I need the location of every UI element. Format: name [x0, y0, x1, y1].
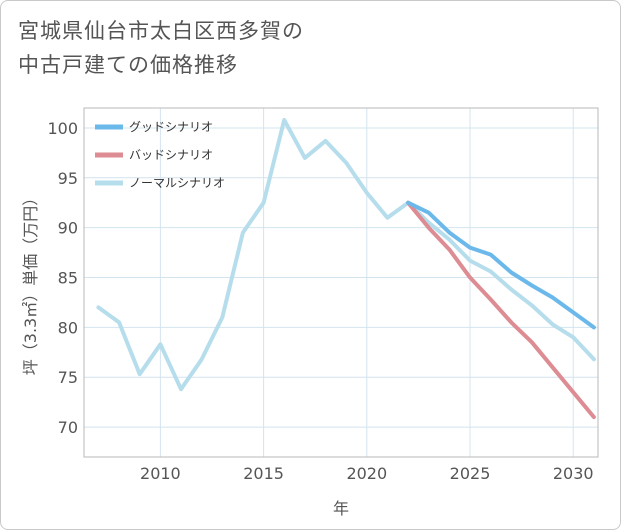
- legend-label: バッドシナリオ: [129, 148, 213, 162]
- x-tick-label: 2030: [553, 464, 594, 483]
- y-tick-label: 70: [58, 418, 78, 437]
- plot-area: [83, 107, 599, 458]
- y-tick-label: 85: [58, 269, 78, 288]
- chart-title: 宮城県仙台市太白区西多賀の 中古戸建ての価格推移: [18, 14, 304, 82]
- title-line-2: 中古戸建ての価格推移: [18, 53, 238, 77]
- legend-label: グッドシナリオ: [129, 120, 213, 134]
- y-axis-label: 坪（3.3㎡）単価（万円）: [21, 190, 40, 375]
- grid-lines: [84, 108, 598, 457]
- series-line-2: [96, 118, 596, 392]
- series-line-0: [406, 200, 596, 330]
- x-tick-label: 2025: [450, 464, 491, 483]
- series-line-1: [406, 200, 596, 420]
- y-tick-label: 95: [58, 169, 78, 188]
- y-tick-label: 90: [58, 219, 78, 238]
- title-line-1: 宮城県仙台市太白区西多賀の: [18, 19, 304, 43]
- y-tick-label: 100: [47, 119, 78, 138]
- y-tick-label: 75: [58, 368, 78, 387]
- legend-label: ノーマルシナリオ: [129, 176, 225, 190]
- tick-labels: 70 75 80 85 90 95 100 2010 2015 2020 2025 2030: [47, 119, 593, 483]
- x-tick-label: 2015: [243, 464, 284, 483]
- series-lines: [96, 118, 596, 420]
- x-tick-label: 2010: [140, 464, 181, 483]
- y-tick-label: 80: [58, 318, 78, 337]
- x-tick-label: 2020: [346, 464, 387, 483]
- x-axis-label: 年: [333, 499, 349, 518]
